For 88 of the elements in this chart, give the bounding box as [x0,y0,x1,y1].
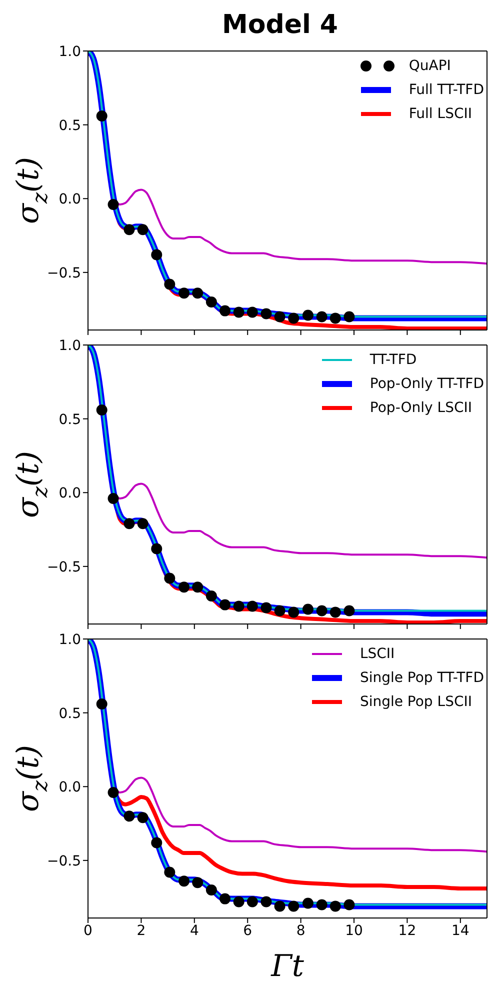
point [108,493,119,504]
point [137,812,148,824]
x-tick-label: 8 [296,922,306,939]
legend-label: Pop-Only LSCII [370,400,472,416]
point [164,866,176,878]
point [151,543,162,554]
point [316,605,328,616]
legend-label: TT-TFD [370,352,417,368]
y-tick-label: 1.0 [58,632,81,648]
point [330,606,341,618]
point [288,606,300,618]
point [192,582,204,593]
point [151,837,162,848]
point [124,224,135,236]
legend-label: QuAPI [408,58,451,74]
point [302,604,314,615]
x-tick-label: 0 [84,922,92,939]
point [302,310,314,321]
point [219,893,230,904]
point [246,600,258,612]
point [96,404,108,416]
y-tick-label: 0.0 [58,486,81,502]
point [288,312,300,324]
x-tick-label: 4 [190,922,199,939]
point [233,896,244,908]
legend-label: Full LSCII [408,106,472,122]
x-axis-title: Γt [270,949,305,984]
point [192,288,204,299]
point [260,308,272,320]
point [344,311,355,322]
point [274,900,286,912]
point [178,876,190,887]
point [151,249,162,260]
point [246,896,258,908]
y-tick-label: 0.5 [58,118,81,134]
y-tick-label: −0.5 [47,559,81,576]
point [330,900,341,912]
point [137,224,148,236]
point [344,605,355,616]
point [178,582,190,593]
point [233,306,244,318]
point [96,110,108,122]
y-tick-label: 1.0 [58,44,81,60]
legend-label: Full TT-TFD [408,82,484,98]
y-tick-label: −0.5 [47,853,81,870]
point [246,306,258,318]
y-tick-label: 0.0 [58,192,81,208]
point [206,884,217,896]
point [316,311,328,322]
point [260,602,272,614]
point [316,899,328,910]
point [108,787,119,798]
point [219,599,230,610]
point [96,698,108,710]
y-tick-label: 1.0 [58,338,81,354]
point [206,590,217,602]
legend-label: Pop-Only TT-TFD [370,376,484,392]
point [274,605,286,616]
point [137,518,148,530]
point [164,572,176,584]
x-tick-label: 14 [451,922,470,939]
point [233,600,244,612]
point [124,810,135,822]
point [288,900,300,912]
point [260,896,272,908]
point [219,305,230,316]
x-tick-label: 2 [136,922,146,939]
point [344,899,355,910]
chart-title: Model 4 [220,9,340,42]
x-tick-label: 12 [398,922,416,939]
point [108,199,119,210]
legend-label: Single Pop TT-TFD [360,670,484,686]
y-tick-label: 0.5 [58,412,81,428]
x-tick-label: 6 [243,922,252,939]
y-tick-label: 0.0 [58,780,81,796]
point [206,296,217,308]
point [178,288,190,299]
y-tick-label: 0.5 [58,706,81,722]
point [124,518,135,530]
point [330,312,341,324]
point [192,877,204,888]
point [164,278,176,290]
x-tick-label: 10 [345,922,363,939]
legend-label: Single Pop LSCII [360,694,472,710]
legend-label: LSCII [360,646,395,662]
y-tick-label: −0.5 [47,265,81,282]
point [302,898,314,909]
point [274,311,286,322]
